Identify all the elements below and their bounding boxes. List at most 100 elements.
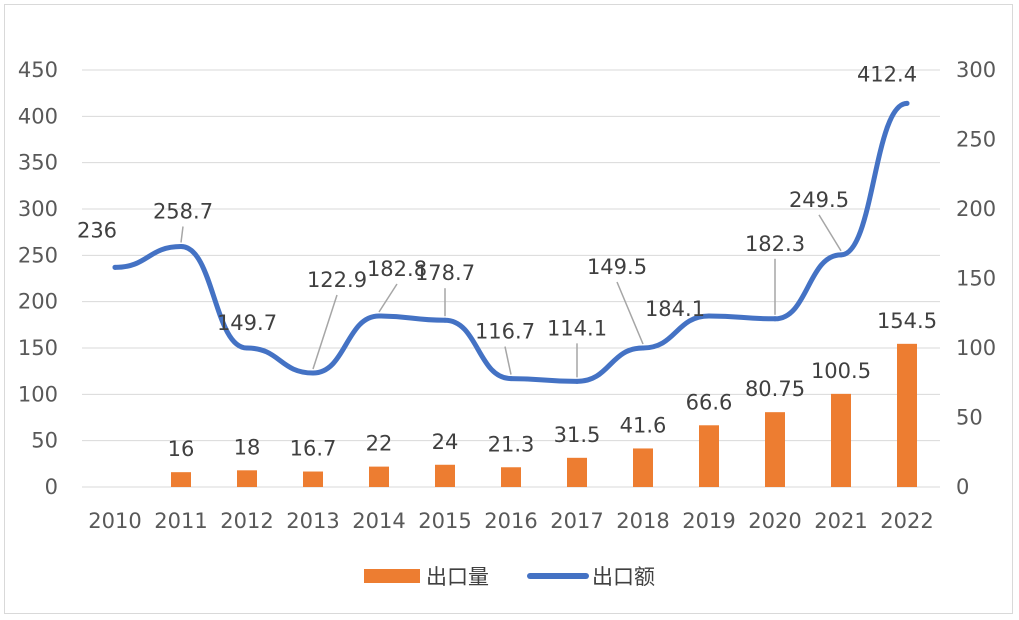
line-data-label: 114.1 [547, 316, 607, 340]
bar-data-label: 21.3 [488, 432, 535, 456]
bar-data-label: 41.6 [620, 413, 667, 437]
line-data-label: 249.5 [789, 188, 849, 212]
y-left-tick-label: 50 [31, 429, 58, 453]
leader-line [818, 214, 842, 252]
line-data-label: 182.3 [745, 232, 805, 256]
leader-line [616, 281, 644, 345]
line-point [838, 252, 844, 258]
x-tick-label: 2021 [814, 509, 867, 533]
y-right-tick-label: 300 [956, 58, 996, 82]
line-data-label: 149.7 [217, 311, 277, 335]
bar-data-label: 16.7 [290, 437, 337, 461]
x-tick-label: 2022 [880, 509, 933, 533]
y-left-tick-label: 400 [18, 104, 58, 128]
line-point [112, 264, 118, 270]
bar [567, 457, 587, 487]
bar [699, 425, 719, 487]
bar [171, 472, 191, 487]
line-data-label: 236 [77, 218, 117, 242]
x-tick-label: 2017 [550, 509, 603, 533]
line-point [376, 313, 382, 319]
y-left-tick-label: 200 [18, 290, 58, 314]
y-right-tick-label: 100 [956, 336, 996, 360]
line-point [178, 244, 184, 250]
line-point [442, 317, 448, 323]
bar [831, 393, 851, 487]
bar-data-label: 80.75 [745, 377, 805, 401]
line-point [640, 345, 646, 351]
line-point [244, 345, 250, 351]
x-tick-label: 2019 [682, 509, 735, 533]
bar-data-label: 154.5 [877, 309, 937, 333]
bar-data-label: 31.5 [554, 423, 601, 447]
gridlines [82, 69, 940, 488]
y-left-tick-label: 300 [18, 197, 58, 221]
y-right-tick-label: 250 [956, 128, 996, 152]
line-point [574, 378, 580, 384]
y-left-tick-label: 250 [18, 243, 58, 267]
bar [369, 466, 389, 487]
leader-line [312, 294, 338, 370]
chart-frame [4, 4, 1013, 614]
x-tick-label: 2014 [352, 509, 405, 533]
y-left-tick-label: 0 [45, 475, 58, 499]
line-data-label: 184.1 [645, 297, 705, 321]
bar-data-label: 66.6 [686, 390, 733, 414]
line-data-label: 182.8 [367, 257, 427, 281]
leader-line [378, 283, 398, 313]
leader-lines [180, 214, 842, 378]
bar [633, 448, 653, 487]
bar [237, 470, 257, 487]
bar [897, 343, 917, 487]
line-data-label: 149.5 [587, 255, 647, 279]
bar-data-label: 22 [366, 432, 393, 456]
bar [765, 412, 785, 487]
y-right-tick-label: 50 [956, 406, 983, 430]
bar [303, 471, 323, 487]
line-series [112, 100, 910, 384]
line-data-label: 258.7 [153, 200, 213, 224]
leader-line [180, 226, 184, 243]
x-tick-label: 2010 [88, 509, 141, 533]
x-axis-ticks: 2010 2011 2012 2013 2014 2015 2016 2017 2018 2019… [88, 509, 933, 533]
x-tick-label: 2015 [418, 509, 471, 533]
y-right-tick-label: 200 [956, 197, 996, 221]
y-right-tick-label: 150 [956, 267, 996, 291]
bar-data-label: 18 [234, 435, 261, 459]
line-data-label: 178.7 [415, 261, 475, 285]
bar-data-label: 100.5 [811, 359, 871, 383]
right-axis-ticks: 0 50 100 150 200 250 300 [956, 58, 996, 499]
y-left-tick-label: 150 [18, 336, 58, 360]
line-point [706, 313, 712, 319]
legend-swatch-bar [364, 569, 420, 583]
x-tick-label: 2013 [286, 509, 339, 533]
y-left-tick-label: 350 [18, 151, 58, 175]
bar-data-label: 16 [168, 437, 195, 461]
bar-series [171, 343, 917, 487]
legend-label-bar: 出口量 [426, 565, 489, 589]
x-tick-label: 2018 [616, 509, 669, 533]
bar [501, 467, 521, 487]
line-point [508, 376, 514, 382]
leader-line [504, 346, 512, 375]
line-point [772, 316, 778, 322]
x-tick-label: 2020 [748, 509, 801, 533]
line-data-label: 122.9 [307, 268, 367, 292]
line-point [310, 370, 316, 376]
line-point [904, 100, 910, 106]
x-tick-label: 2011 [154, 509, 207, 533]
legend-label-line: 出口额 [592, 565, 655, 589]
line-data-label: 116.7 [475, 320, 535, 344]
line-data-label: 412.4 [857, 62, 917, 86]
y-left-tick-label: 450 [18, 58, 58, 82]
bar [435, 464, 455, 487]
x-tick-label: 2012 [220, 509, 273, 533]
bar-data-label: 24 [432, 430, 459, 454]
legend: 出口量 出口额 [364, 565, 655, 589]
left-axis-ticks: 0 50 100 150 200 250 300 350 400 450 [18, 58, 58, 499]
y-left-tick-label: 100 [18, 382, 58, 406]
y-right-tick-label: 0 [956, 475, 969, 499]
x-tick-label: 2016 [484, 509, 537, 533]
